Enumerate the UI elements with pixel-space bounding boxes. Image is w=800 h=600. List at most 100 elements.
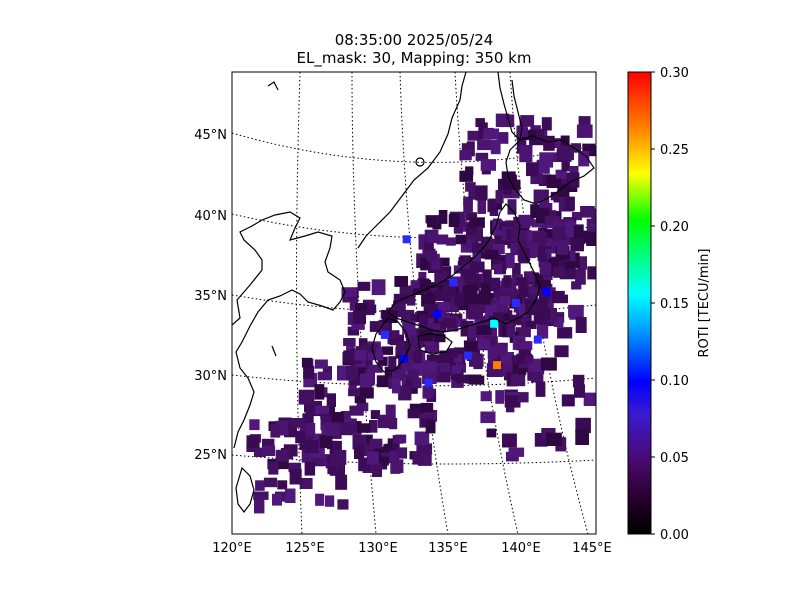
roti-cell	[553, 266, 565, 278]
roti-cell	[391, 459, 404, 473]
roti-cell	[350, 374, 366, 386]
roti-cell	[394, 276, 408, 287]
roti-cell	[413, 351, 422, 364]
roti-cell	[419, 314, 428, 330]
roti-cell	[518, 248, 530, 264]
roti-cell	[501, 171, 516, 187]
roti-cell	[455, 234, 467, 245]
roti-cell	[553, 193, 562, 203]
roti-cell	[436, 312, 450, 322]
roti-cell	[426, 362, 438, 375]
roti-cell	[398, 386, 412, 401]
roti-cell	[506, 323, 516, 338]
roti-cell	[480, 283, 491, 297]
roti-cell	[343, 338, 356, 346]
roti-cell	[512, 262, 521, 278]
roti-cell	[499, 114, 515, 128]
roti-cell	[416, 443, 433, 455]
roti-cell	[475, 152, 489, 161]
roti-cell	[349, 405, 364, 416]
roti-cell	[346, 340, 355, 353]
roti-cell	[529, 242, 539, 257]
roti-cell	[431, 253, 440, 270]
lon-tick-label: 130°E	[358, 541, 398, 556]
roti-hotspot	[542, 287, 551, 296]
roti-cell	[489, 277, 501, 291]
roti-cell	[541, 117, 552, 131]
roti-cell	[515, 338, 525, 351]
roti-cell	[454, 354, 463, 363]
roti-cell	[565, 222, 577, 237]
roti-cell	[518, 392, 529, 403]
roti-cell	[432, 328, 444, 337]
roti-cell	[511, 355, 523, 364]
roti-cell	[428, 323, 441, 332]
roti-cell	[434, 290, 447, 301]
roti-cell	[268, 461, 279, 475]
colorbar-ticks	[651, 71, 655, 535]
longitude-tick-labels: 120°E 125°E 130°E 135°E 140°E 145°E	[212, 541, 612, 556]
roti-cell	[275, 449, 289, 462]
roti-cell	[333, 450, 347, 465]
roti-cell	[447, 348, 458, 358]
roti-cell	[304, 461, 316, 476]
roti-cell	[510, 374, 526, 387]
colorbar-tick-label: 0.20	[660, 220, 689, 235]
roti-cell	[521, 317, 530, 328]
roti-cell	[469, 217, 485, 228]
roti-cell	[407, 408, 423, 419]
colorbar-tick-label: 0.25	[660, 143, 689, 158]
roti-cell	[350, 359, 366, 370]
roti-cell	[488, 315, 498, 324]
roti-cell	[433, 334, 446, 343]
roti-cell	[537, 249, 546, 261]
roti-cell	[556, 240, 569, 255]
roti-cell	[515, 327, 531, 338]
roti-cell	[336, 422, 353, 436]
roti-cell	[536, 159, 550, 174]
roti-cell	[520, 341, 533, 350]
roti-data-cells	[246, 113, 596, 514]
roti-cell	[513, 216, 522, 229]
map-title-time: 08:35:00 2025/05/24	[334, 31, 494, 49]
roti-cell	[519, 145, 533, 154]
roti-cell	[466, 223, 477, 235]
roti-cell	[500, 307, 510, 321]
roti-cell	[246, 435, 260, 448]
roti-cell	[298, 389, 315, 405]
roti-cell	[354, 349, 367, 361]
roti-cell	[502, 433, 517, 448]
roti-cell	[369, 420, 378, 433]
roti-cell	[558, 145, 574, 161]
coastlines	[232, 72, 595, 513]
roti-cell	[446, 237, 456, 246]
roti-cell	[494, 264, 503, 275]
roti-cell	[459, 255, 470, 267]
roti-cell	[552, 226, 566, 242]
roti-cell	[355, 303, 367, 313]
roti-cell	[483, 128, 500, 140]
roti-cell	[493, 243, 505, 255]
roti-cell	[538, 297, 548, 309]
roti-cell	[358, 338, 368, 349]
roti-cell	[369, 321, 380, 332]
roti-cell	[272, 493, 282, 506]
roti-cell	[501, 283, 510, 293]
roti-cell	[424, 378, 433, 387]
roti-cell	[432, 219, 442, 230]
roti-cell	[471, 227, 483, 242]
roti-cell	[523, 271, 534, 283]
roti-cell	[295, 430, 306, 444]
roti-cell	[539, 262, 552, 276]
roti-cell	[539, 199, 550, 215]
roti-cell	[270, 424, 281, 438]
roti-cell	[570, 236, 584, 252]
roti-cell	[301, 449, 312, 463]
colorbar-tick-label: 0.00	[660, 528, 689, 543]
roti-cell	[561, 394, 575, 407]
roti-cell	[469, 261, 485, 273]
roti-cell	[468, 188, 479, 200]
roti-cell	[449, 278, 458, 287]
roti-cell	[544, 215, 560, 226]
roti-cell	[485, 239, 496, 254]
